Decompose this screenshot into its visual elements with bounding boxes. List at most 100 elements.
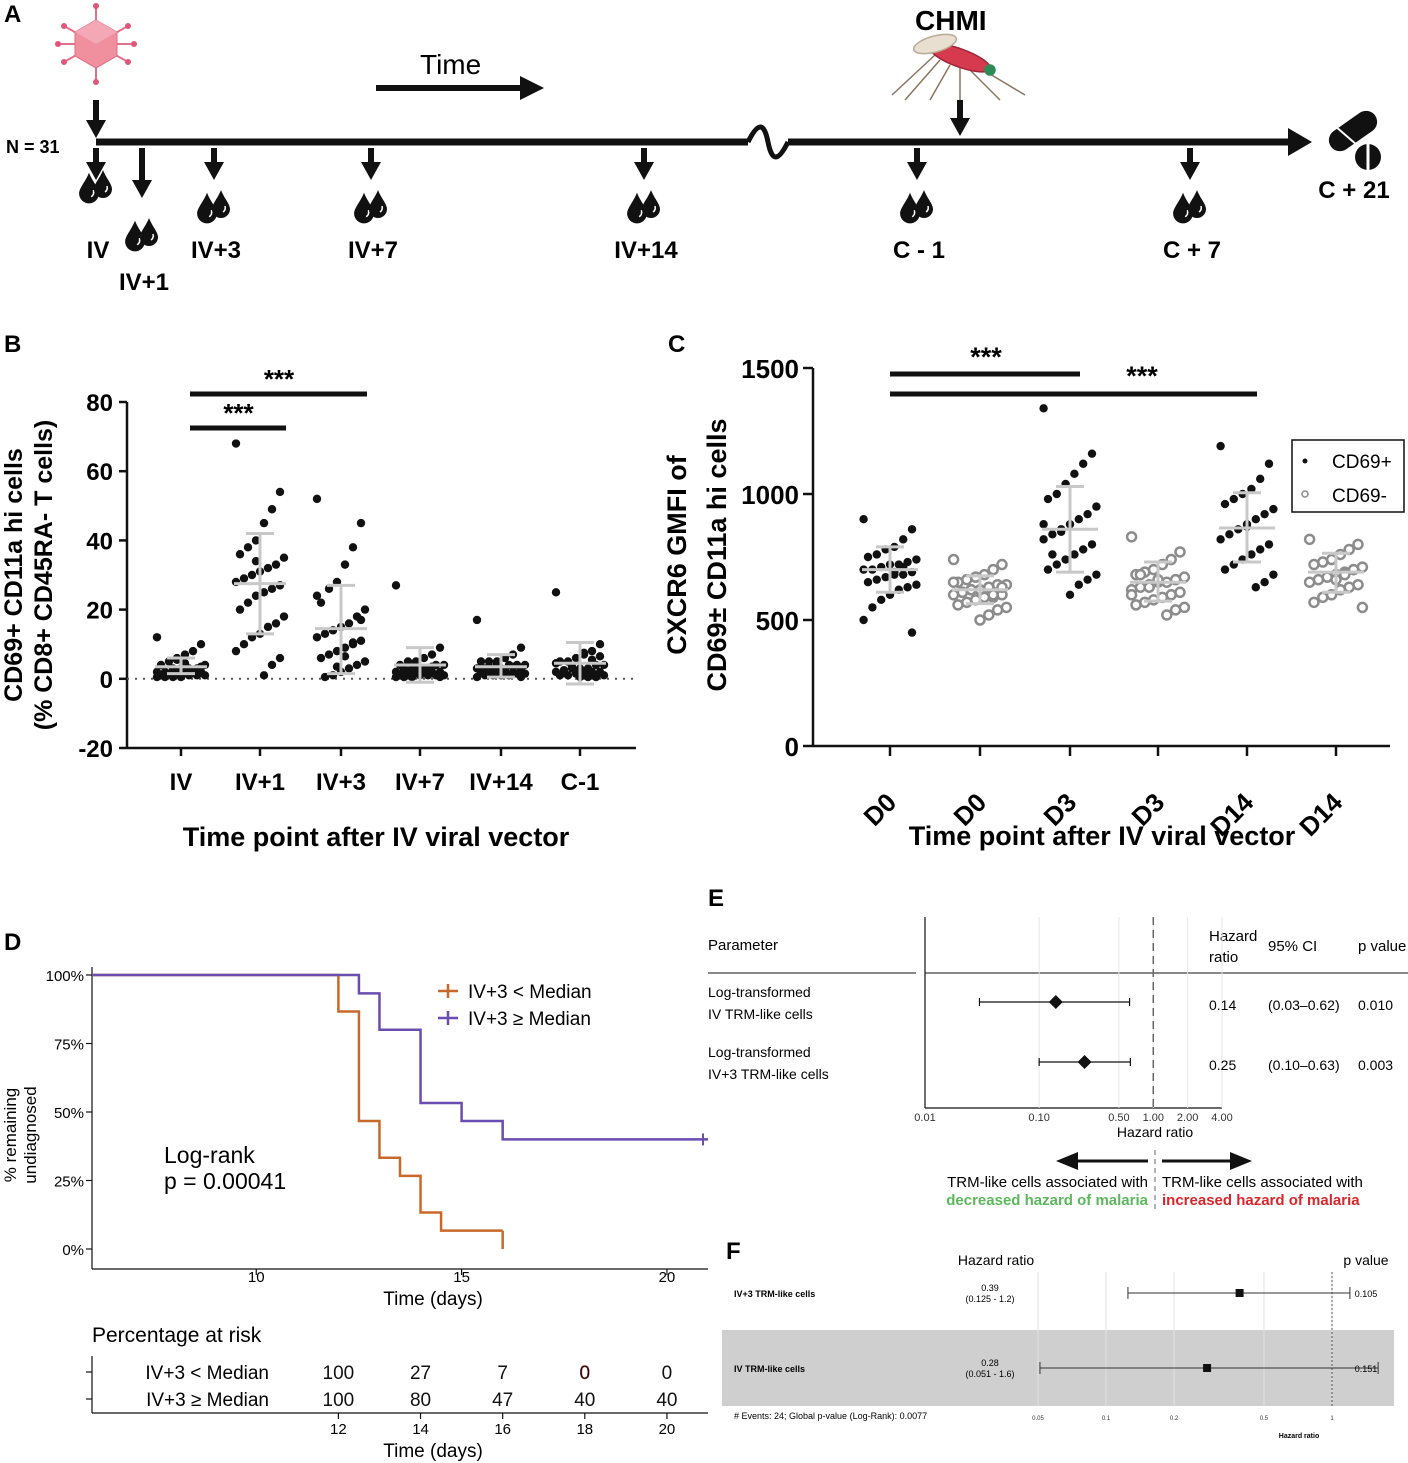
b-point [559, 665, 569, 675]
b-ylabel-line1: CD69+ CD11a hi cells [0, 448, 28, 702]
c-point [863, 578, 873, 587]
c-point [991, 604, 1004, 616]
timepoint-label: IV [87, 237, 110, 264]
timepoint-label: IV+7 [348, 237, 398, 264]
drop-shape [1173, 192, 1193, 224]
c-point [1174, 546, 1186, 558]
d-logrank-line1: Log-rank [164, 1142, 255, 1168]
d-survival-line [92, 973, 708, 1141]
e-xtick-label: 1.00 [1143, 1112, 1164, 1124]
c-point [1048, 550, 1057, 559]
b-point [516, 643, 526, 652]
b-point [271, 560, 281, 569]
blood-drop-icon [900, 190, 933, 224]
b-point [316, 598, 326, 607]
timepoint-label: IV+3 [191, 237, 241, 264]
blood-drop-icon [354, 190, 387, 224]
drop-shape [900, 192, 920, 224]
b-xtick-label: C-1 [561, 769, 600, 796]
b-point [352, 660, 362, 670]
c-legend-marker-filled [1302, 458, 1308, 464]
c-point [1083, 575, 1092, 584]
b-point [320, 629, 330, 639]
panel-f: F Hazard ratio p value # Events: 24; Glo… [722, 1238, 1394, 1440]
c-point [872, 550, 881, 559]
c-point [1225, 530, 1234, 539]
e-header-hr-line1: Hazard [1209, 928, 1257, 945]
drop-highlight [1184, 210, 1189, 218]
b-xtick-label: IV+3 [316, 769, 366, 796]
b-point [360, 657, 370, 666]
c-point [974, 614, 986, 626]
b-point [267, 584, 277, 594]
blood-drop-icon [1173, 190, 1206, 224]
c-point [1074, 580, 1084, 589]
c-point [1220, 565, 1230, 574]
b-xtick-label: IV+7 [395, 769, 445, 796]
e-p-value: 0.010 [1358, 997, 1393, 1013]
e-xtick-label: 2.00 [1177, 1112, 1198, 1124]
drop-highlight [208, 210, 213, 218]
c-point [1130, 599, 1142, 611]
chart-b: CD69+ CD11a hi cells (% CD8+ CD45RA- T c… [0, 364, 636, 852]
chart-c: CXCR6 GMFI of CD69± CD11a hi cells Time … [662, 342, 1405, 851]
b-significance-label: *** [223, 398, 254, 428]
b-point [472, 672, 482, 682]
drop-shape [369, 190, 387, 218]
f-xtick-label: 0.2 [1170, 1416, 1179, 1422]
c-point [1303, 576, 1316, 588]
b-point [267, 505, 277, 514]
c-point [1087, 540, 1097, 549]
b-point [152, 633, 162, 642]
risk-table-xlabel: Time (days) [383, 1441, 483, 1462]
drop-shape [354, 192, 374, 224]
c-xtick-label: D14 [1293, 787, 1348, 842]
b-point [344, 619, 354, 628]
c-point [1125, 589, 1138, 601]
c-point [1308, 596, 1320, 609]
b-point [259, 588, 269, 597]
c-point [1039, 535, 1048, 544]
b-point [344, 664, 354, 673]
d-xlabel: Time (days) [383, 1289, 483, 1310]
risk-table-xtick-label: 14 [412, 1421, 429, 1438]
c-legend-label: CD69+ [1332, 452, 1392, 473]
b-significance-label: *** [264, 364, 295, 394]
b-point [275, 487, 285, 497]
panel-c: C CXCR6 GMFI of CD69± CD11a hi cells Tim… [662, 331, 1405, 851]
b-point [312, 591, 322, 600]
panel-d-letter: D [4, 929, 21, 956]
b-point [267, 660, 277, 670]
b-point [571, 653, 581, 663]
c-point [987, 563, 999, 576]
b-xtick-label: IV [170, 769, 193, 796]
c-point [1052, 489, 1062, 499]
c-point [987, 589, 999, 601]
c-legend-box [1291, 439, 1405, 513]
f-ci-value: (0.125 - 1.2) [965, 1294, 1014, 1304]
risk-table-value: 27 [410, 1363, 431, 1384]
d-ytick-label: 50% [54, 1105, 84, 1122]
b-point [188, 646, 198, 656]
c-point [1247, 550, 1256, 559]
e-right-arrow-head [1230, 1152, 1252, 1170]
e-right-note-line1: TRM-like cells associated with [1162, 1174, 1363, 1191]
drop-shape [915, 190, 933, 218]
c-point [1317, 591, 1329, 604]
c-point [947, 576, 960, 588]
c-point [1079, 545, 1088, 554]
blood-drop-icon [197, 190, 230, 224]
c-point [1216, 441, 1225, 451]
risk-table-value: 47 [492, 1390, 513, 1411]
e-hr-marker [1048, 995, 1063, 1009]
f-hr-value: 0.39 [981, 1283, 999, 1293]
risk-table-value: 40 [656, 1390, 677, 1411]
c-point [1065, 590, 1075, 599]
timepoint-markers: IV IV+1 IV+3 IV+7 IV+14 C - 1 C + 7 C + 21 [79, 148, 1390, 296]
c-point [903, 583, 912, 592]
e-row-label-line1: Log-transformed [708, 1044, 811, 1060]
b-ytick-label: 0 [100, 667, 113, 694]
b-point [391, 672, 401, 682]
b-point [324, 650, 334, 659]
c-point [1048, 530, 1057, 539]
